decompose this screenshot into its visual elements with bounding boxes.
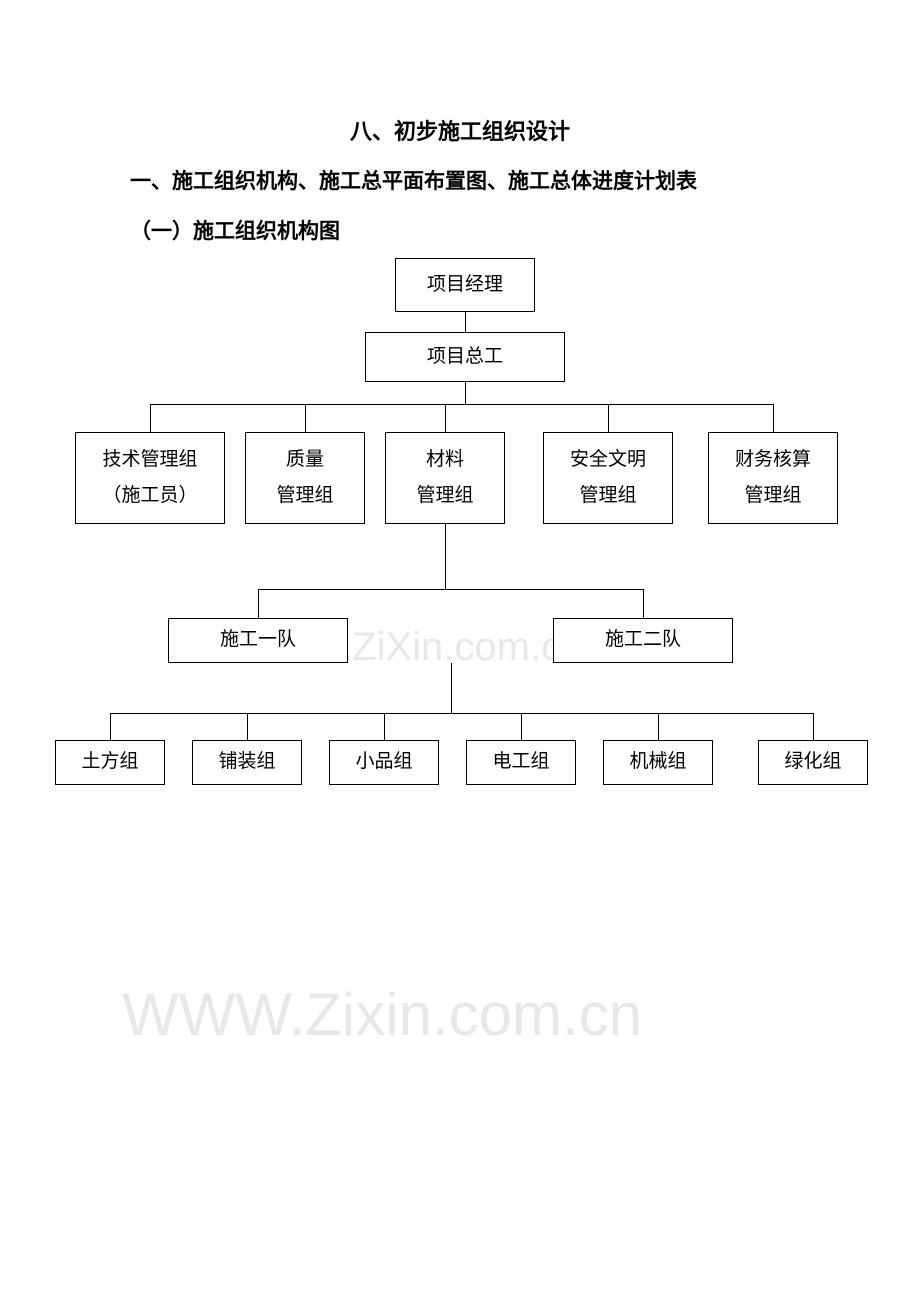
connector-line <box>110 713 111 740</box>
connector-line <box>813 713 814 740</box>
connector-line <box>445 524 446 589</box>
org-node: 技术管理组（施工员） <box>75 432 225 524</box>
org-node-label: 材料 <box>426 442 464 478</box>
connector-line <box>521 713 522 740</box>
org-node: 项目经理 <box>395 258 535 312</box>
org-node: 绿化组 <box>758 740 868 785</box>
org-node: 安全文明管理组 <box>543 432 673 524</box>
org-node: 电工组 <box>466 740 576 785</box>
connector-line <box>773 404 774 432</box>
org-node: 质量管理组 <box>245 432 365 524</box>
org-node-label: 施工一队 <box>220 622 296 658</box>
org-node-label: 小品组 <box>355 744 412 780</box>
connector-line <box>258 589 259 618</box>
connector-line <box>451 663 452 713</box>
org-node-label: 财务核算 <box>735 442 811 478</box>
org-node: 机械组 <box>603 740 713 785</box>
org-node: 土方组 <box>55 740 165 785</box>
org-node: 铺装组 <box>192 740 302 785</box>
org-chart: 项目经理项目总工技术管理组（施工员）质量管理组材料管理组安全文明管理组财务核算管… <box>65 250 865 800</box>
org-node-label: 项目总工 <box>427 339 503 375</box>
org-node: 小品组 <box>329 740 439 785</box>
org-node: 施工二队 <box>553 618 733 663</box>
org-node-label: 安全文明 <box>570 442 646 478</box>
org-node-label: 绿化组 <box>784 744 841 780</box>
org-node-label: 管理组 <box>579 478 636 514</box>
org-node-label: 土方组 <box>81 744 138 780</box>
org-node-label: 施工二队 <box>605 622 681 658</box>
org-node-label: 铺装组 <box>218 744 275 780</box>
org-node: 项目总工 <box>365 332 565 382</box>
connector-line <box>110 713 813 714</box>
subsection-title: （一）施工组织机构图 <box>130 215 340 245</box>
org-node: 施工一队 <box>168 618 348 663</box>
connector-line <box>247 713 248 740</box>
connector-line <box>384 713 385 740</box>
watermark-text: WWW.Zixin.com.cn <box>122 980 642 1049</box>
org-node-label: 管理组 <box>744 478 801 514</box>
connector-line <box>658 713 659 740</box>
org-node-label: 技术管理组 <box>102 442 197 478</box>
connector-line <box>608 404 609 432</box>
org-node-label: 管理组 <box>276 478 333 514</box>
org-node-label: 机械组 <box>629 744 686 780</box>
org-node-label: 电工组 <box>492 744 549 780</box>
org-node-label: 管理组 <box>416 478 473 514</box>
connector-line <box>258 589 643 590</box>
org-node-label: 项目经理 <box>427 267 503 303</box>
org-node: 财务核算管理组 <box>708 432 838 524</box>
connector-line <box>150 404 773 405</box>
connector-line <box>445 404 446 432</box>
org-node-label: 质量 <box>286 442 324 478</box>
connector-line <box>643 589 644 618</box>
connector-line <box>305 404 306 432</box>
connector-line <box>465 382 466 404</box>
org-node-label: （施工员） <box>102 478 197 514</box>
org-node: 材料管理组 <box>385 432 505 524</box>
connector-line <box>465 312 466 332</box>
section-title: 一、施工组织机构、施工总平面布置图、施工总体进度计划表 <box>130 165 697 195</box>
connector-line <box>150 404 151 432</box>
page-title: 八、初步施工组织设计 <box>0 114 920 146</box>
